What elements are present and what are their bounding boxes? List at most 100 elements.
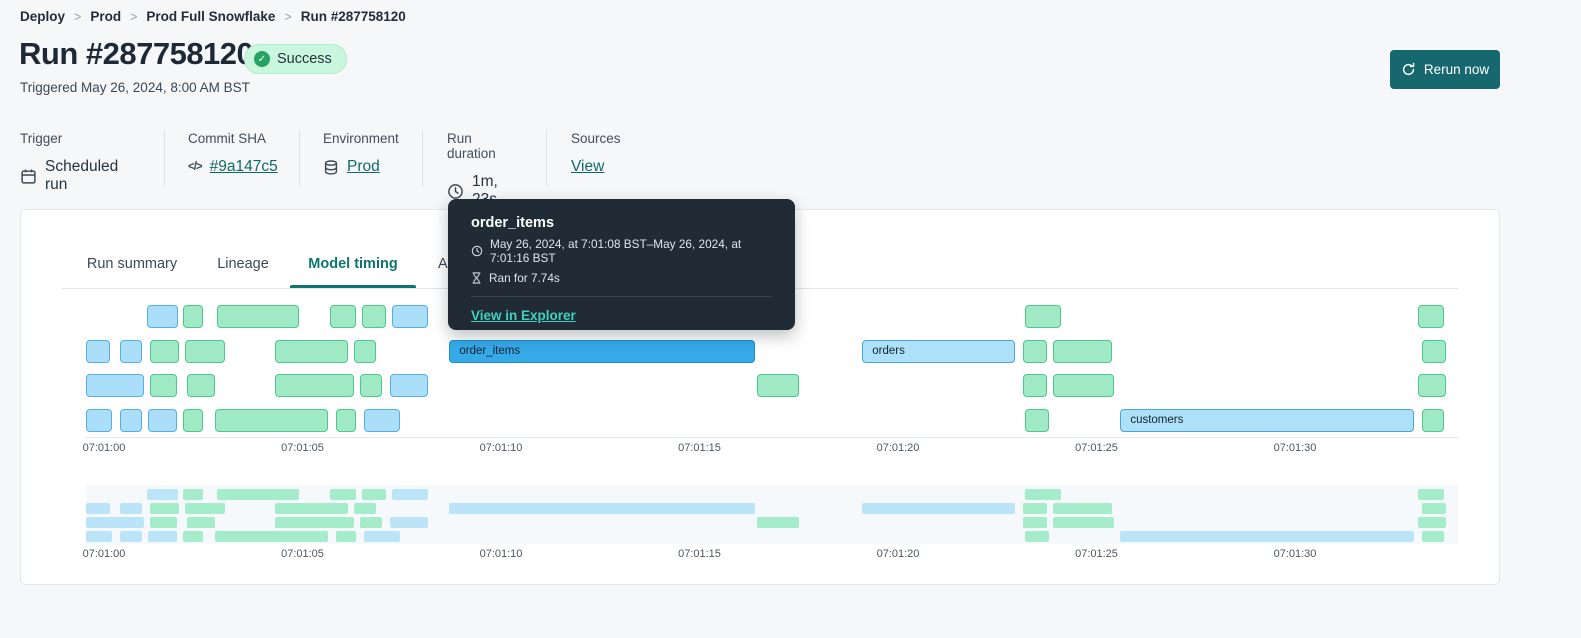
overview-bar	[149, 502, 180, 514]
tooltip-time-range: May 26, 2024, at 7:01:08 BST–May 26, 202…	[490, 237, 742, 265]
gantt-bar-order_items[interactable]: order_items	[449, 340, 756, 363]
meta-sources: Sources View	[571, 131, 621, 176]
meta-label: Environment	[323, 131, 399, 146]
gantt-bar[interactable]	[149, 340, 180, 363]
gantt-bar[interactable]	[354, 340, 376, 363]
gantt-bar-orders[interactable]: orders	[862, 340, 1016, 363]
gantt-bar[interactable]	[336, 409, 357, 432]
database-icon	[323, 159, 339, 176]
breadcrumb-current-run: Run #287758120	[300, 9, 406, 24]
tab-run-summary[interactable]: Run summary	[86, 256, 178, 272]
gantt-bar[interactable]	[1025, 305, 1061, 328]
overview-bar	[217, 489, 299, 500]
gantt-bar[interactable]	[183, 305, 204, 328]
gantt-bar[interactable]	[364, 409, 400, 432]
gantt-bar[interactable]	[274, 340, 349, 363]
breadcrumb-prod[interactable]: Prod	[90, 9, 122, 24]
breadcrumb: Deploy > Prod > Prod Full Snowflake > Ru…	[20, 9, 406, 24]
gantt-bar[interactable]	[1052, 340, 1113, 363]
gantt-bar[interactable]	[217, 305, 299, 328]
overview-bar	[1418, 489, 1444, 500]
gantt-bar[interactable]	[1422, 340, 1446, 363]
model-timing-gantt: 07:01:00 07:01:05 07:01:10 07:01:15 07:01:20…	[82, 305, 1458, 465]
gantt-bar[interactable]	[183, 409, 204, 432]
overview-bar	[215, 530, 329, 542]
overview-bar	[274, 502, 349, 514]
overview-bar	[1025, 489, 1061, 500]
gantt-bar[interactable]	[119, 409, 142, 432]
gantt-bar[interactable]	[1023, 374, 1047, 397]
gantt-bar[interactable]	[1418, 374, 1446, 397]
overview-bar	[187, 516, 216, 528]
gantt-bar[interactable]	[147, 409, 178, 432]
meta-label: Sources	[571, 131, 621, 146]
axis-tick-label: 07:01:05	[281, 442, 324, 454]
overview-bar	[86, 502, 110, 514]
axis-tick-label: 07:01:10	[479, 442, 523, 454]
sources-view-link[interactable]: View	[571, 158, 605, 175]
gantt-bar[interactable]	[1422, 409, 1444, 432]
gantt-bar[interactable]	[1418, 305, 1444, 328]
gantt-bar[interactable]	[185, 340, 226, 363]
axis-tick-label: 07:01:30	[1273, 442, 1317, 454]
gantt-bar[interactable]	[215, 409, 329, 432]
gantt-bar[interactable]	[149, 374, 178, 397]
gantt-bar[interactable]	[1025, 409, 1049, 432]
environment-link[interactable]: Prod	[347, 158, 380, 175]
overview-bar	[364, 530, 400, 542]
gantt-bar[interactable]	[187, 374, 216, 397]
rerun-now-button[interactable]: Rerun now	[1390, 50, 1500, 89]
overview-bar	[391, 489, 428, 500]
gantt-bar[interactable]	[1052, 374, 1115, 397]
overview-bar	[274, 516, 355, 528]
axis-tick-label: 07:01:10	[479, 548, 523, 560]
gantt-bar[interactable]	[86, 409, 112, 432]
trigger-value: Scheduled run	[45, 158, 119, 193]
overview-bar	[147, 530, 178, 542]
overview-bar	[1025, 530, 1049, 542]
tooltip-divider	[471, 296, 772, 297]
overview-bar	[360, 516, 382, 528]
gantt-bar[interactable]	[757, 374, 799, 397]
overview-bar	[146, 489, 178, 500]
rerun-now-label: Rerun now	[1423, 62, 1490, 77]
gantt-bar[interactable]	[360, 374, 382, 397]
gantt-bar[interactable]	[146, 305, 178, 328]
timeline-overview-brush[interactable]	[86, 485, 1458, 544]
gantt-bar[interactable]	[389, 374, 428, 397]
active-tab-underline	[290, 285, 416, 288]
meta-commit: Commit SHA </> #9a147c5	[188, 131, 278, 176]
clock-icon	[447, 183, 464, 200]
tooltip-duration: Ran for 7.74s	[489, 271, 560, 285]
gantt-bar[interactable]	[362, 305, 386, 328]
axis-tick-label: 07:01:05	[281, 548, 324, 560]
meta-divider	[164, 130, 165, 186]
gantt-bar[interactable]	[274, 374, 355, 397]
overview-bar	[1120, 530, 1415, 542]
axis-tick-label: 07:01:20	[876, 548, 920, 560]
gantt-bar[interactable]	[1023, 340, 1047, 363]
view-in-explorer-link[interactable]: View in Explorer	[471, 308, 576, 323]
overview-bar	[149, 516, 178, 528]
gantt-bar-customers[interactable]: customers	[1120, 409, 1415, 432]
gantt-bar[interactable]	[86, 374, 144, 397]
overview-bar	[1023, 516, 1047, 528]
gantt-bar[interactable]	[330, 305, 357, 328]
axis-tick-label: 07:01:20	[876, 442, 920, 454]
gantt-bar[interactable]	[119, 340, 142, 363]
breadcrumb-deploy[interactable]: Deploy	[20, 9, 66, 24]
axis-tick-label: 07:01:15	[678, 442, 721, 454]
meta-environment: Environment Prod	[323, 131, 399, 176]
gantt-bar[interactable]	[86, 340, 110, 363]
meta-label: Trigger	[20, 131, 63, 146]
tab-model-timing[interactable]: Model timing	[308, 256, 398, 272]
tab-lineage[interactable]: Lineage	[217, 256, 269, 272]
gantt-bar[interactable]	[391, 305, 428, 328]
overview-bar	[362, 489, 386, 500]
axis-tick-label: 07:01:00	[82, 442, 126, 454]
breadcrumb-separator: >	[74, 9, 82, 24]
breadcrumb-job[interactable]: Prod Full Snowflake	[146, 9, 276, 24]
commit-sha-link[interactable]: #9a147c5	[209, 158, 278, 175]
axis-tick-label: 07:01:25	[1075, 548, 1118, 560]
